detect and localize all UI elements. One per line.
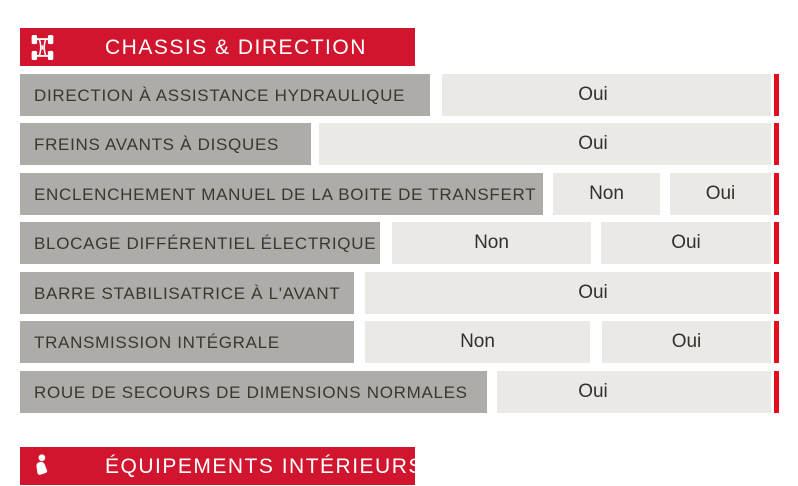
value-box-oui: Oui <box>601 222 771 264</box>
red-end-bar <box>774 272 779 314</box>
value-text: Oui <box>578 84 608 105</box>
red-end-bar <box>774 371 779 413</box>
spec-row-boite-transfert: ENCLENCHEMENT MANUEL DE LA BOITE DE TRAN… <box>20 173 780 215</box>
value-text: Oui <box>578 282 608 303</box>
spec-row-barre-stabilisatrice: BARRE STABILISATRICE À L'AVANT Oui <box>20 272 780 314</box>
red-end-bar <box>774 321 779 363</box>
spec-row-direction-assistance: DIRECTION À ASSISTANCE HYDRAULIQUE Oui <box>20 74 780 116</box>
spec-label: DIRECTION À ASSISTANCE HYDRAULIQUE <box>20 74 430 116</box>
red-end-bar <box>774 123 779 165</box>
section-title: CHASSIS & DIRECTION <box>105 36 367 59</box>
spec-row-transmission-integrale: TRANSMISSION INTÉGRALE Non Oui <box>20 321 780 363</box>
value-box-oui: Oui <box>670 173 771 215</box>
spec-row-freins-avants: FREINS AVANTS À DISQUES Oui <box>20 123 780 165</box>
spec-row-blocage-differentiel: BLOCAGE DIFFÉRENTIEL ÉLECTRIQUE Non Oui <box>20 222 780 264</box>
spec-label: ENCLENCHEMENT MANUEL DE LA BOITE DE TRAN… <box>20 173 543 215</box>
section-header-chassis: CHASSIS & DIRECTION <box>20 28 415 66</box>
spec-label: FREINS AVANTS À DISQUES <box>20 123 311 165</box>
value-box-oui: Oui <box>602 321 771 363</box>
spec-label: TRANSMISSION INTÉGRALE <box>20 321 354 363</box>
value-box-non: Non <box>392 222 591 264</box>
red-end-bar <box>774 74 779 116</box>
value-box-non: Non <box>365 321 590 363</box>
spec-label: BARRE STABILISATRICE À L'AVANT <box>20 272 354 314</box>
spec-label: BLOCAGE DIFFÉRENTIEL ÉLECTRIQUE <box>20 222 380 264</box>
value-box-non: Non <box>553 173 660 215</box>
value-text: Oui <box>578 381 608 402</box>
passenger-icon <box>31 454 54 479</box>
section-title: ÉQUIPEMENTS INTÉRIEURS <box>105 455 424 478</box>
value-box <box>497 371 771 413</box>
red-end-bar <box>774 173 779 215</box>
section-header-interior: ÉQUIPEMENTS INTÉRIEURS <box>20 447 422 485</box>
red-end-bar <box>774 222 779 264</box>
chassis-icon <box>31 35 54 60</box>
value-box <box>319 123 771 165</box>
value-box <box>442 74 771 116</box>
value-box <box>365 272 771 314</box>
spec-row-roue-de-secours: ROUE DE SECOURS DE DIMENSIONS NORMALES O… <box>20 371 780 413</box>
value-text: Oui <box>578 133 608 154</box>
spec-label: ROUE DE SECOURS DE DIMENSIONS NORMALES <box>20 371 487 413</box>
